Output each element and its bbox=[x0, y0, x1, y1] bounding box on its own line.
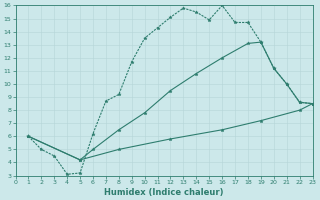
X-axis label: Humidex (Indice chaleur): Humidex (Indice chaleur) bbox=[104, 188, 224, 197]
